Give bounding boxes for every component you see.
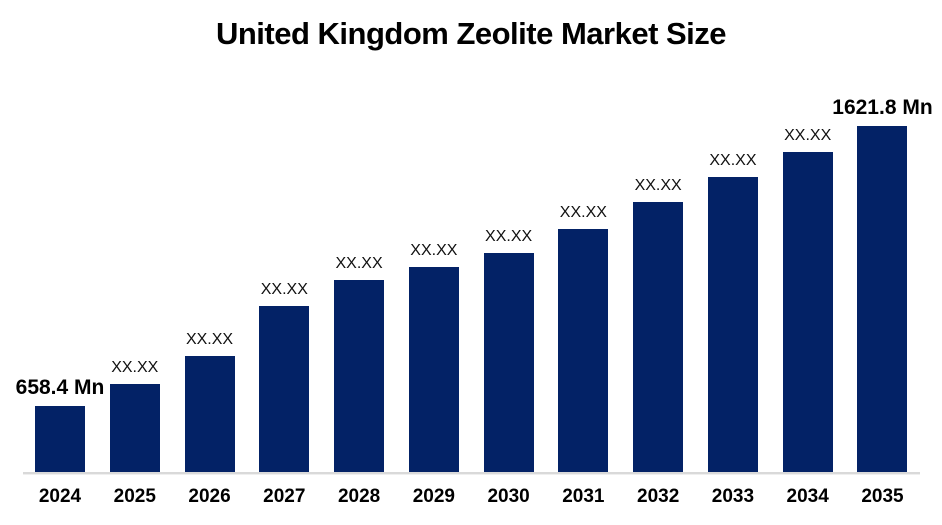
value-label-2032: XX.XX: [634, 177, 682, 194]
chart-title: United Kingdom Zeolite Market Size: [215, 16, 727, 51]
x-tick-2028: 2028: [337, 486, 381, 507]
value-label-2034: XX.XX: [784, 127, 832, 144]
value-label-2031: XX.XX: [559, 204, 607, 221]
value-label-2028: XX.XX: [335, 255, 383, 272]
value-label-2029: XX.XX: [410, 242, 458, 259]
value-label-2025: XX.XX: [111, 359, 159, 376]
bar-2026: [184, 356, 235, 472]
x-tick-2027: 2027: [263, 486, 306, 507]
x-tick-2035: 2035: [861, 486, 904, 507]
value-label-2035: 1621.8 Mn: [832, 96, 933, 119]
bar-2028: [334, 280, 385, 472]
value-label-2024: 658.4 Mn: [15, 376, 105, 399]
x-tick-2033: 2033: [711, 486, 755, 507]
bar-2024: [35, 406, 85, 472]
value-label-2026: XX.XX: [185, 331, 234, 348]
bar-2027: [259, 306, 310, 472]
x-tick-2031: 2031: [562, 486, 605, 507]
x-tick-2032: 2032: [637, 486, 680, 507]
x-tick-2034: 2034: [786, 486, 829, 507]
bar-2032: [633, 202, 684, 472]
bar-2033: [707, 177, 758, 472]
value-label-2030: XX.XX: [485, 228, 533, 245]
bar-2030: [483, 253, 534, 472]
value-label-2027: XX.XX: [260, 281, 308, 298]
value-label-2033: XX.XX: [709, 152, 757, 169]
bar-2034: [782, 152, 833, 472]
x-tick-2025: 2025: [113, 486, 156, 507]
x-tick-2026: 2026: [188, 486, 231, 507]
x-tick-2029: 2029: [412, 486, 455, 507]
bar-2031: [558, 229, 609, 472]
x-axis-line: [23, 472, 920, 475]
bar-2029: [408, 267, 459, 472]
bar-2025: [109, 384, 160, 472]
x-tick-2024: 2024: [38, 486, 82, 507]
x-tick-2030: 2030: [487, 486, 530, 507]
bar-2035: [857, 126, 908, 472]
